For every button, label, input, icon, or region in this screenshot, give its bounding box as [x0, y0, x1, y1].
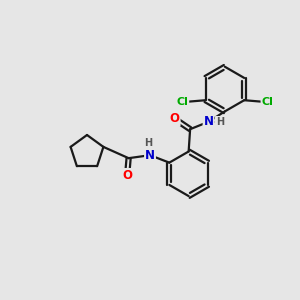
- Text: H: H: [145, 138, 153, 148]
- Text: O: O: [122, 169, 132, 182]
- Text: N: N: [204, 115, 214, 128]
- Text: H: H: [216, 117, 224, 127]
- Text: Cl: Cl: [176, 97, 188, 107]
- Text: O: O: [170, 112, 180, 125]
- Text: N: N: [145, 149, 155, 162]
- Text: Cl: Cl: [262, 97, 273, 107]
